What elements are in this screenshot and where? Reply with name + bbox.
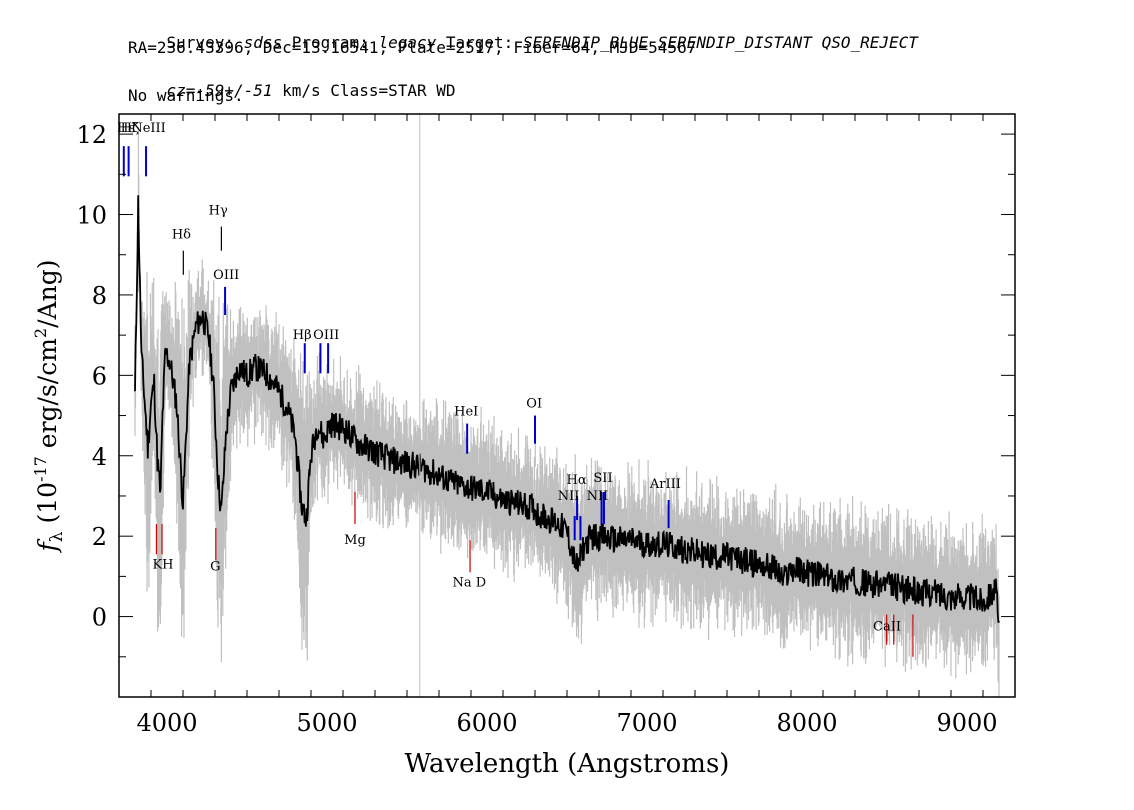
- axes-layer: 4000 5000 6000 7000 8000 9000 0 2 4 6 8 10 12 Wavelen…: [31, 113, 1016, 779]
- annotation-label: Hβ: [293, 328, 312, 343]
- flux-layer: [134, 195, 1000, 623]
- header-line-survey: Survey: sdss Program: legacy Target: SER…: [128, 14, 918, 71]
- annotation-label: Hδ: [172, 228, 191, 243]
- annotation-label: KH: [152, 557, 173, 572]
- annotation-label: G: [210, 559, 220, 574]
- y-tick-label: 2: [92, 523, 107, 551]
- annotation-label: ArIII: [649, 477, 681, 492]
- annotation-label: NeIII: [131, 121, 165, 136]
- x-axis-label: Wavelength (Angstroms): [405, 749, 730, 779]
- noise-band: [134, 126, 1000, 697]
- y-tick-label: 6: [92, 362, 107, 390]
- annotation-label: HeI: [454, 405, 478, 420]
- annotation-label: OIII: [213, 268, 239, 283]
- header-class: km/s Class=STAR WD: [272, 81, 456, 100]
- annotation-label: NII: [558, 489, 580, 504]
- annotation-label: SII: [593, 471, 612, 486]
- header-program-key: Program:: [282, 33, 379, 52]
- y-tick-label: 10: [76, 202, 107, 230]
- y-tick-label: 0: [92, 604, 107, 632]
- noise-layer: [134, 126, 1000, 697]
- header-cz-key: cz=: [166, 81, 196, 100]
- header-line-warnings: No warnings.: [128, 86, 244, 105]
- header-target-key: Target:: [436, 33, 523, 52]
- annotation-label: OI: [526, 397, 542, 412]
- header-cz-value: -59+/-51: [195, 81, 273, 100]
- annotation-label: Hζ: [121, 121, 139, 136]
- header-program-value: legacy: [378, 33, 437, 52]
- header-survey-value: sdss: [243, 33, 283, 52]
- annotation-label: Na D: [453, 575, 487, 590]
- header-line-redshift: cz=-59+/-51 km/s Class=STAR WD: [128, 62, 456, 119]
- flux-line: [134, 195, 1000, 623]
- annotation-label: Mg: [344, 533, 366, 548]
- x-tick-label: 4000: [136, 709, 197, 737]
- y-tick-label: 12: [76, 121, 107, 149]
- annotation-label: OIII: [313, 328, 339, 343]
- annotation-label: NII: [587, 489, 609, 504]
- annotation-label: Hα: [567, 473, 587, 488]
- x-tick-label: 8000: [776, 709, 837, 737]
- header-line-coords: RA=236.43396, Dec=13.16541, Plate=2517, …: [128, 38, 697, 57]
- annotation-label: Hε: [117, 121, 135, 136]
- x-tick-label: 9000: [936, 709, 997, 737]
- header-target-value: SERENDIP_BLUE SERENDIP_DISTANT QSO_REJEC…: [522, 33, 918, 52]
- annotation-label: CaII: [873, 620, 901, 635]
- annotation-label: Hγ: [209, 204, 228, 219]
- header-survey-key: Survey:: [166, 33, 244, 52]
- x-tick-label: 5000: [296, 709, 357, 737]
- x-tick-label: 6000: [456, 709, 517, 737]
- y-axis-label: fλ (10-17 erg/s/cm2/Ang): [31, 260, 67, 554]
- y-tick-label: 8: [92, 282, 107, 310]
- y-tick-label: 4: [92, 443, 107, 471]
- x-tick-label: 7000: [616, 709, 677, 737]
